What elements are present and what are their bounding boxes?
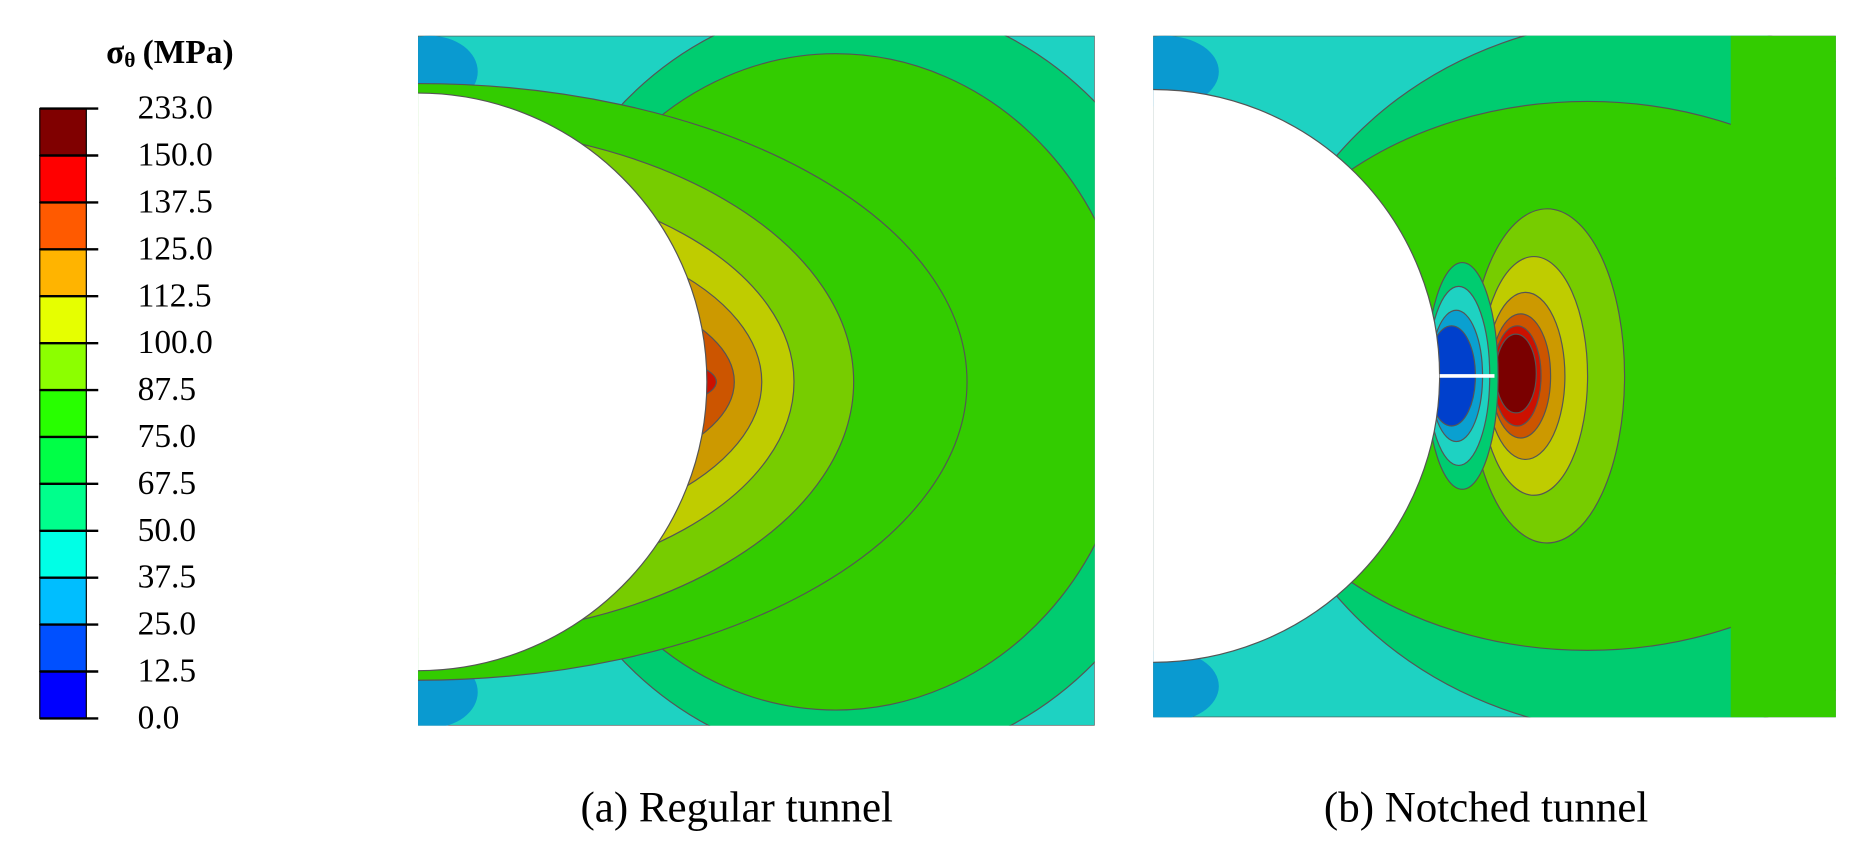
caption: (b) Notched tunnel — [1324, 784, 1649, 831]
colorbar-label: 37.5 — [138, 559, 196, 596]
colorbar-segment — [39, 108, 87, 157]
colorbar-label: 25.0 — [138, 606, 196, 643]
contour-notched — [1153, 35, 1836, 718]
colorbar: 233.0 150.0 137.5 125.0 112.5 100.0 87.5 75.0 67… — [39, 90, 213, 736]
colorbar-segment — [39, 154, 87, 204]
colorbar-label: 112.5 — [138, 277, 212, 314]
colorbar-label: 125.0 — [138, 230, 213, 267]
colorbar-label: 50.0 — [138, 512, 196, 549]
colorbar-segment — [39, 577, 87, 626]
colorbar-segment — [39, 436, 87, 485]
colorbar-segment — [39, 670, 87, 720]
colorbar-label: 100.0 — [138, 324, 213, 361]
colorbar-segment — [39, 201, 87, 250]
colorbar-label: 75.0 — [138, 418, 196, 455]
legend-title: σθ (MPa) — [106, 34, 233, 72]
colorbar-label: 87.5 — [138, 371, 196, 408]
caption: (a) Regular tunnel — [580, 784, 893, 831]
colorbar-segment — [39, 483, 87, 532]
colorbar-segment — [39, 389, 87, 438]
colorbar-segment — [39, 530, 87, 579]
contour-regular — [418, 35, 1095, 726]
colorbar-label: 233.0 — [138, 90, 213, 127]
colorbar-segment — [39, 623, 87, 673]
colorbar-segment — [39, 248, 87, 297]
colorbar-label: 12.5 — [138, 653, 196, 690]
colorbar-label: 67.5 — [138, 465, 196, 502]
colorbar-label: 137.5 — [138, 183, 213, 220]
colorbar-segment — [39, 342, 87, 391]
colorbar-segment — [39, 295, 87, 344]
colorbar-label: 0.0 — [138, 699, 180, 736]
colorbar-label: 150.0 — [138, 137, 213, 174]
